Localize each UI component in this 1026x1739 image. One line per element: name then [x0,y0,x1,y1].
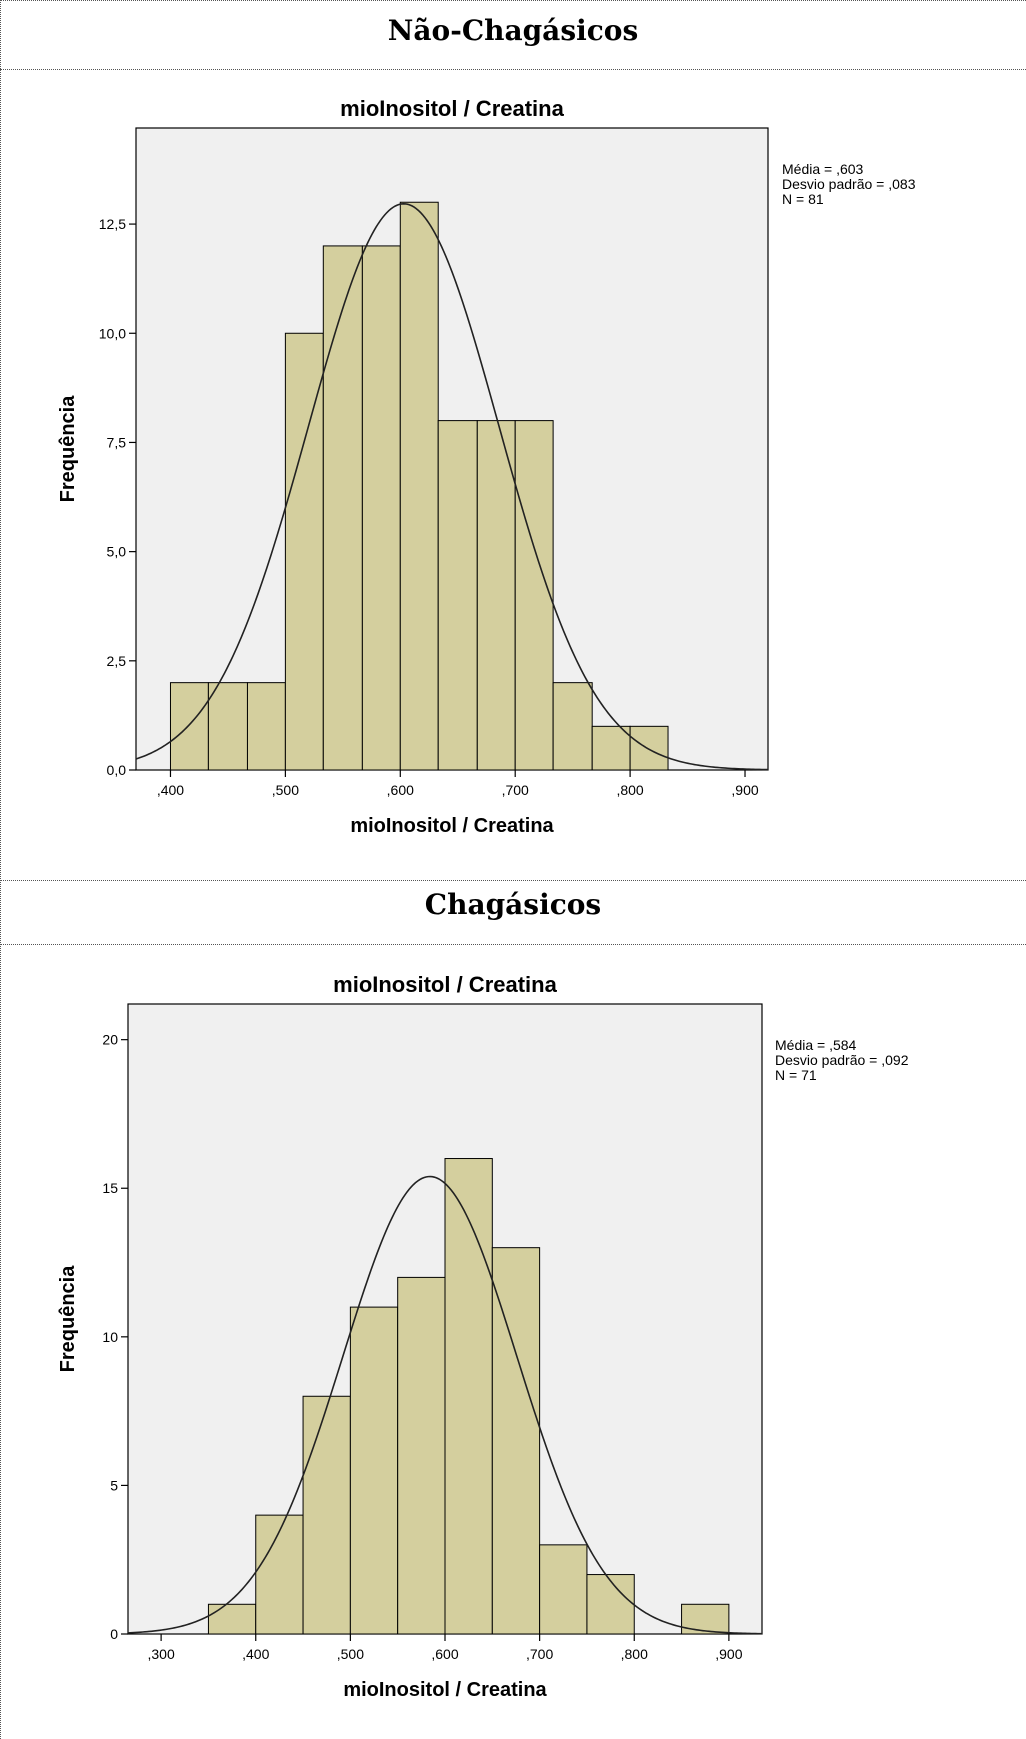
x-tick-label: ,800 [621,1646,648,1662]
histogram-bar [207,682,248,771]
y-tick-label: 0,0 [107,762,127,778]
section-title-non-chagasic: Não-Chagásicos [387,14,639,47]
y-tick-label: 12,5 [99,216,126,232]
x-tick-label: ,500 [337,1646,364,1662]
y-tick-label: 7,5 [107,434,127,450]
stats-line: Média = ,603 [782,161,864,177]
section-divider [0,0,1026,1]
normal-curve [135,202,769,771]
histogram-bar [476,420,516,771]
histogram-bar [629,725,669,771]
x-tick-label: ,700 [502,782,529,798]
x-tick-label: ,500 [272,782,299,798]
histogram-bar [539,1544,588,1635]
histogram-bar [681,1603,730,1635]
y-tick-label: 10 [102,1329,118,1345]
stats-line: Média = ,584 [775,1037,857,1053]
histogram-chagasic: mioInositol / Creatina 0 5 10 15 20 ,300 ,400 ,5… [57,972,909,1701]
histogram-bar [322,245,363,771]
histogram-bar [302,1395,351,1635]
chart-title: mioInositol / Creatina [340,96,564,121]
y-tick-label: 5 [110,1477,118,1493]
histogram-bar [207,1603,257,1635]
y-tick-label: 0 [110,1626,118,1642]
normal-curve [127,1175,763,1635]
x-axis-label: mioInositol / Creatina [343,1679,547,1701]
stats-line: N = 81 [782,191,824,207]
stats-line: Desvio padrão = ,083 [782,176,916,192]
histogram-bar [437,420,478,771]
x-tick-label: ,700 [526,1646,553,1662]
histogram-bar [399,201,439,771]
histogram-bar [514,420,554,771]
x-tick-label: ,900 [731,782,758,798]
x-tick-label: ,400 [242,1646,269,1662]
y-tick-label: 20 [102,1032,118,1048]
section-divider [0,944,1026,945]
section-divider [0,69,1026,70]
x-axis-label: mioInositol / Creatina [350,815,554,837]
y-tick-label: 2,5 [107,653,127,669]
histogram-non-chagasic: mioInositol / Creatina 0,0 2,5 5,0 7,5 10,0 12… [57,96,916,837]
histogram-bar [169,682,209,771]
histogram-bar [255,1514,304,1635]
histogram-bar [591,725,631,771]
histogram-bar [586,1574,635,1635]
histogram-bar [246,682,286,771]
stats-line: Desvio padrão = ,092 [775,1052,909,1068]
y-tick-label: 15 [102,1180,118,1196]
y-axis-label: Frequência [57,395,79,503]
y-tick-label: 10,0 [99,325,126,341]
histogram-bar [552,682,593,771]
x-tick-label: ,300 [147,1646,174,1662]
x-tick-label: ,600 [431,1646,458,1662]
histogram-bar [284,332,324,771]
histogram-bar [444,1158,493,1635]
histogram-bar [361,245,401,771]
section-divider [0,880,1026,881]
y-axis-label: Frequência [57,1265,79,1373]
stats-line: N = 71 [775,1067,817,1083]
x-tick-label: ,400 [157,782,184,798]
histogram-bar [349,1306,399,1635]
x-tick-label: ,900 [715,1646,742,1662]
section-title-chagasic: Chagásicos [424,888,602,921]
y-tick-label: 5,0 [107,544,127,560]
histogram-bar [491,1247,541,1635]
histogram-bar [397,1276,446,1635]
chart-title: mioInositol / Creatina [333,972,557,997]
x-tick-label: ,800 [616,782,643,798]
x-tick-label: ,600 [387,782,414,798]
